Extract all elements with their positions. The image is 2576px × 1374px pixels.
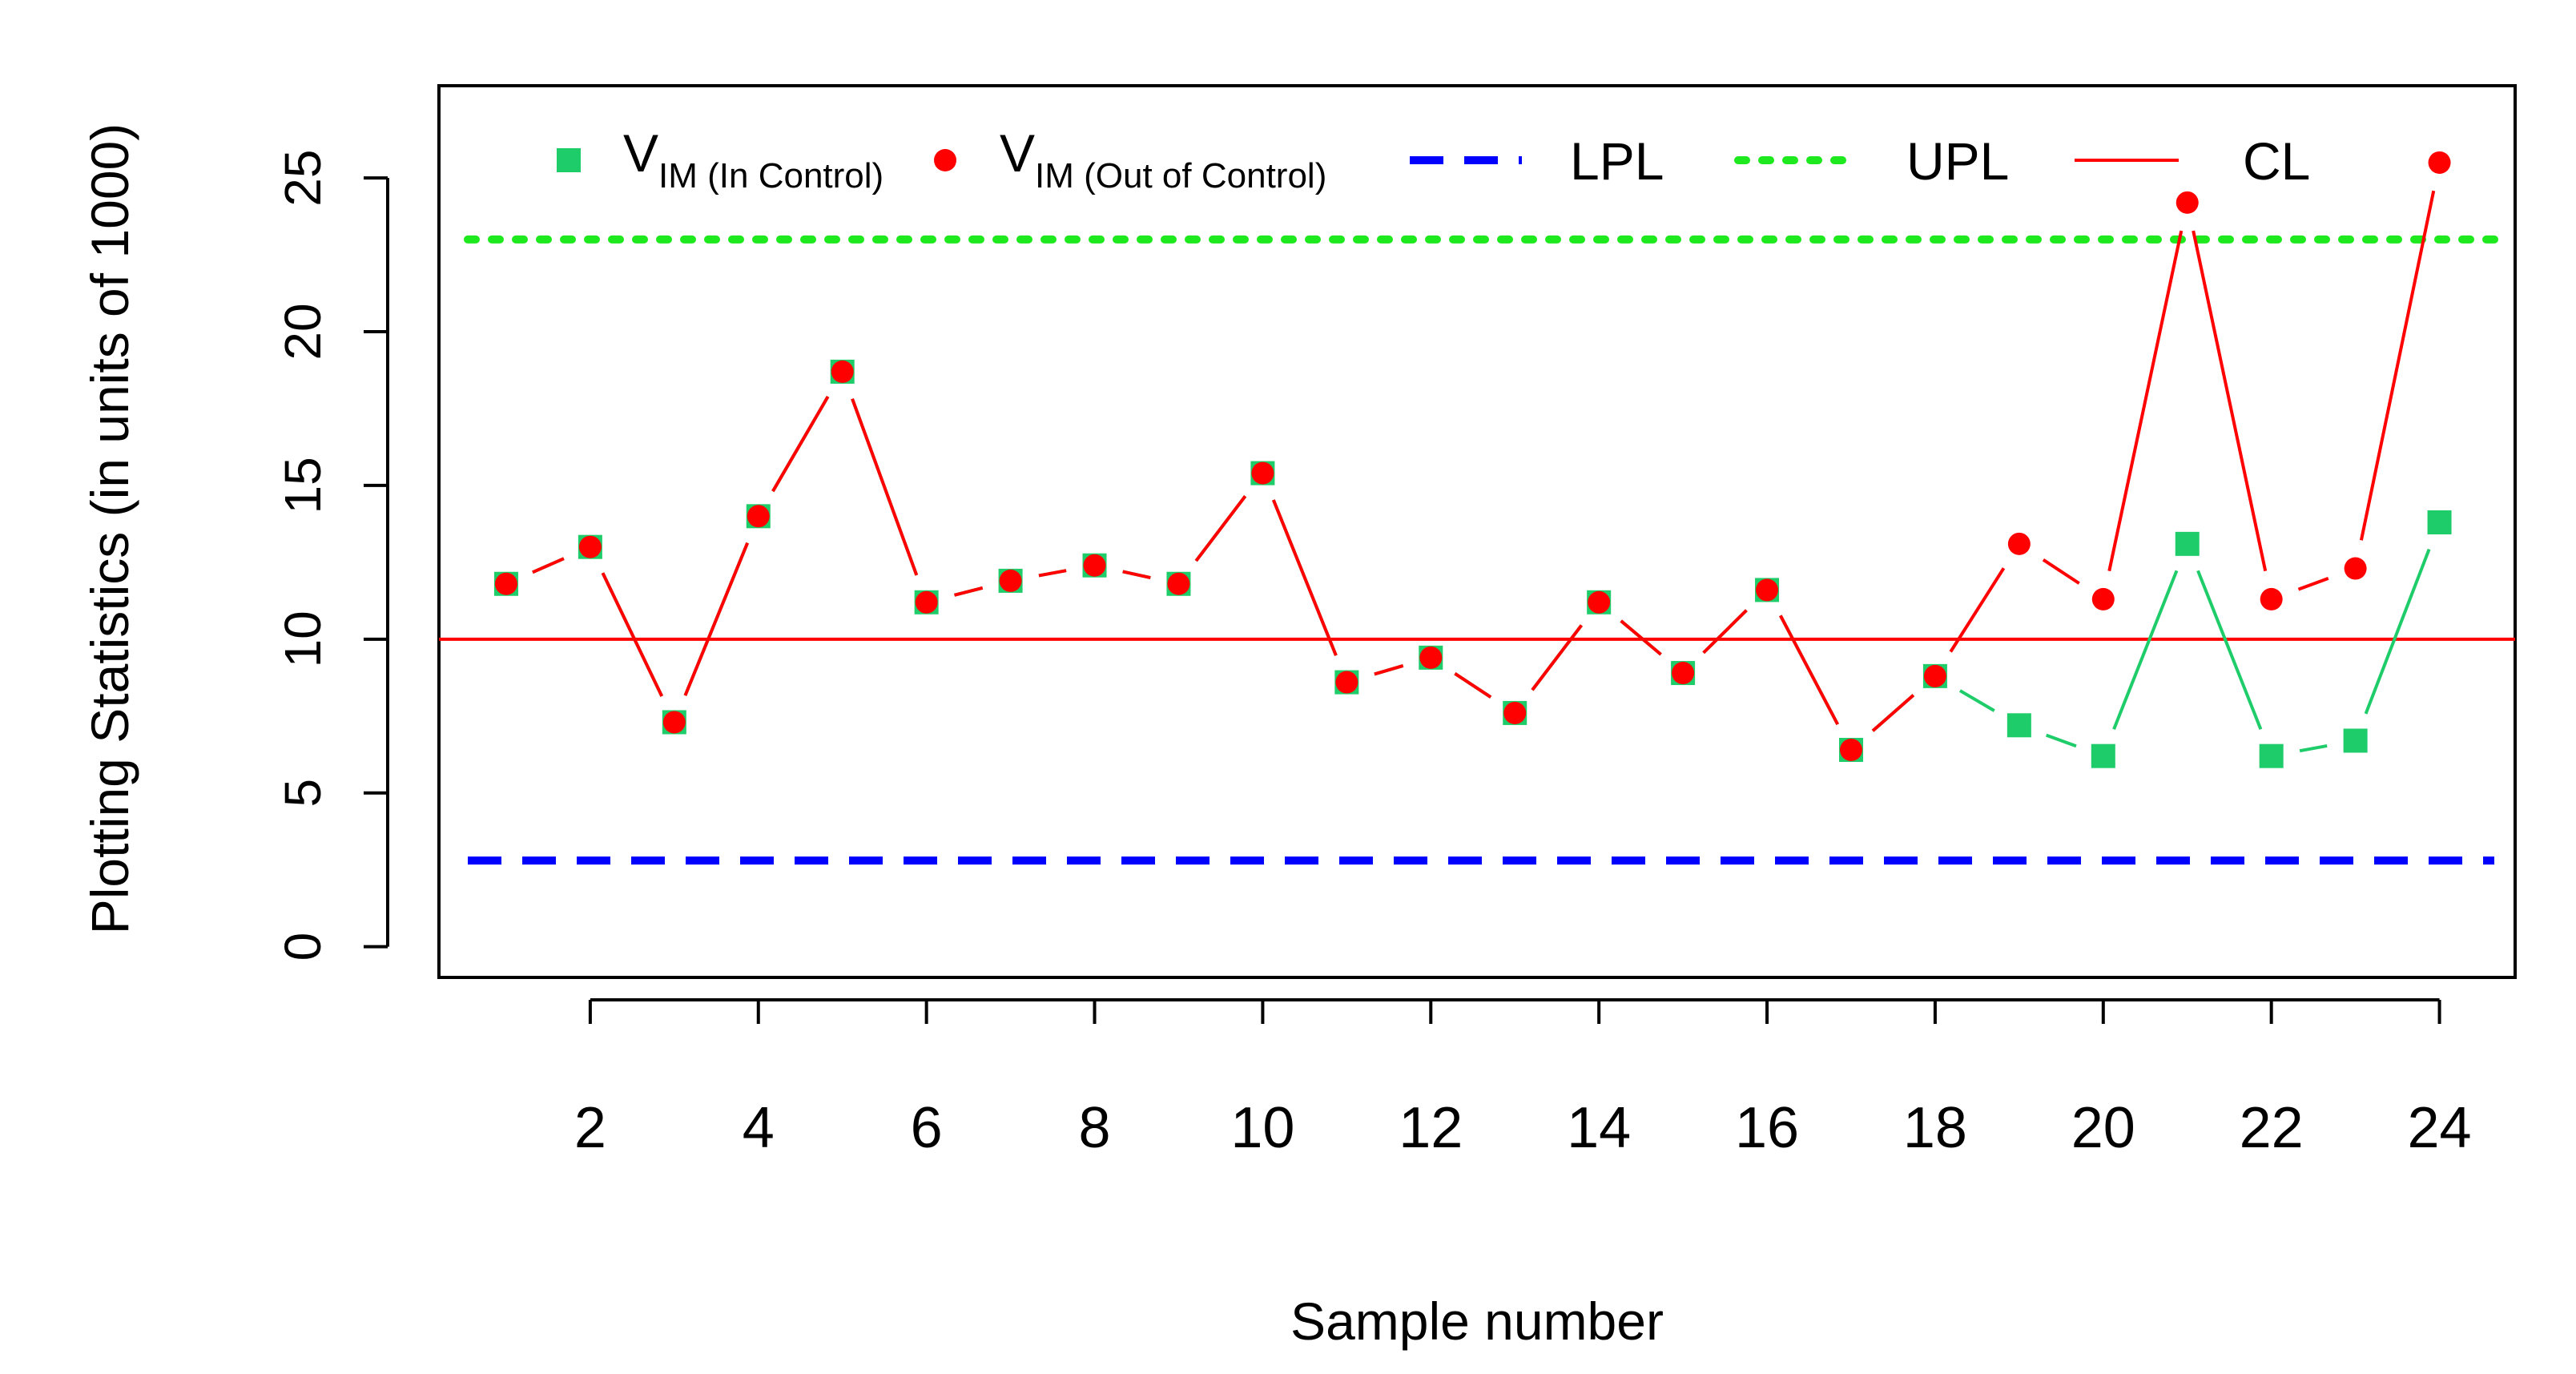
in-control-point [2343, 728, 2368, 753]
legend-in-control-marker [557, 148, 581, 172]
series-segment [771, 396, 830, 493]
legend-out-of-control-marker [934, 149, 956, 171]
series-segment [2042, 558, 2080, 585]
plot-border [437, 84, 2517, 979]
legend-out-of-control-label: VIM (Out of Control) [1000, 123, 1326, 195]
x-tick-label: 14 [1567, 1096, 1631, 1160]
series-segment [683, 542, 750, 696]
series-segment [601, 572, 664, 697]
out-of-control-point [1839, 738, 1862, 761]
series-segment [1871, 694, 1915, 732]
y-tick-label: 0 [274, 933, 332, 961]
out-of-control-point [1672, 662, 1695, 685]
series-segment [1620, 619, 1662, 656]
out-of-control-point [2007, 532, 2031, 555]
out-of-control-point [1083, 554, 1106, 577]
legend-cl-label: CL [2243, 131, 2310, 191]
out-of-control-point [747, 505, 770, 528]
series-segment [1958, 689, 1995, 712]
x-tick-label: 16 [1735, 1096, 1799, 1160]
series-segment [1122, 570, 1151, 579]
series-segment [2045, 733, 2077, 748]
series-segment [1531, 624, 1583, 691]
series-segment [851, 398, 919, 576]
y-tick-label: 5 [274, 779, 332, 808]
out-of-control-point [2260, 587, 2283, 610]
y-tick-label: 10 [274, 610, 332, 667]
data-markers [493, 151, 2452, 768]
x-tick-label: 20 [2071, 1096, 2135, 1160]
out-of-control-point [1923, 664, 1946, 687]
in-control-point [2259, 743, 2284, 768]
out-of-control-point [999, 569, 1022, 592]
out-of-control-point [1167, 572, 1190, 595]
x-tick-label: 6 [911, 1096, 943, 1160]
in-control-point [2175, 531, 2200, 556]
out-of-control-point [662, 711, 686, 734]
out-of-control-point [1419, 646, 1443, 669]
x-tick-label: 22 [2240, 1096, 2304, 1160]
out-of-control-point [2091, 587, 2115, 610]
x-tick-label: 18 [1903, 1096, 1967, 1160]
series-segment [2359, 190, 2436, 541]
series-segment [1038, 569, 1067, 578]
x-tick-label: 10 [1230, 1096, 1294, 1160]
series-segment [1949, 567, 2006, 653]
x-axis-title: Sample number [1290, 1291, 1664, 1351]
series-segment [2107, 230, 2184, 572]
series-segment [2196, 570, 2263, 730]
legend: VIM (In Control) VIM (Out of Control) LPL U… [557, 123, 2310, 195]
series-segment [1271, 499, 1338, 656]
series-segment [1194, 495, 1247, 562]
series-segment [2297, 577, 2329, 591]
y-axis-title: Plotting Statistics (in units of 1000) [80, 123, 139, 935]
series-segment [2364, 548, 2431, 715]
series-segment [1702, 609, 1748, 655]
out-of-control-point [1251, 461, 1274, 485]
out-of-control-point [578, 535, 602, 558]
out-of-control-point [1335, 671, 1358, 694]
y-tick-label: 25 [274, 150, 332, 207]
legend-upl-label: UPL [1906, 131, 2009, 191]
out-of-control-point [1756, 578, 1779, 602]
y-tick-label: 20 [274, 303, 332, 360]
series-segment [532, 557, 565, 574]
out-of-control-point [915, 590, 938, 614]
out-of-control-point [831, 360, 854, 383]
out-of-control-point [1503, 701, 1527, 724]
series-segment [2192, 230, 2268, 572]
in-control-point [2006, 713, 2031, 738]
series-lines [532, 190, 2436, 753]
x-tick-label: 8 [1079, 1096, 1111, 1160]
y-tick-label: 15 [274, 457, 332, 514]
in-control-point [2091, 743, 2115, 768]
series-segment [954, 586, 984, 597]
legend-lpl-label: LPL [1570, 131, 1664, 191]
out-of-control-point [494, 572, 517, 595]
series-segment [1779, 614, 1839, 726]
x-tick-label: 12 [1399, 1096, 1463, 1160]
out-of-control-point [1588, 590, 1611, 614]
series-segment [2112, 570, 2179, 730]
out-of-control-point [2176, 191, 2199, 214]
series-segment [1454, 671, 1492, 699]
reference-lines [439, 235, 2515, 865]
x-tick-label: 2 [574, 1096, 606, 1160]
series-segment [1374, 664, 1404, 676]
out-of-control-point [2428, 151, 2451, 174]
series-segment [2299, 743, 2328, 753]
out-of-control-point [2344, 557, 2367, 580]
legend-in-control-label: VIM (In Control) [623, 123, 883, 195]
in-control-point [2427, 510, 2452, 534]
x-tick-label: 4 [743, 1096, 775, 1160]
x-tick-label: 24 [2408, 1096, 2472, 1160]
